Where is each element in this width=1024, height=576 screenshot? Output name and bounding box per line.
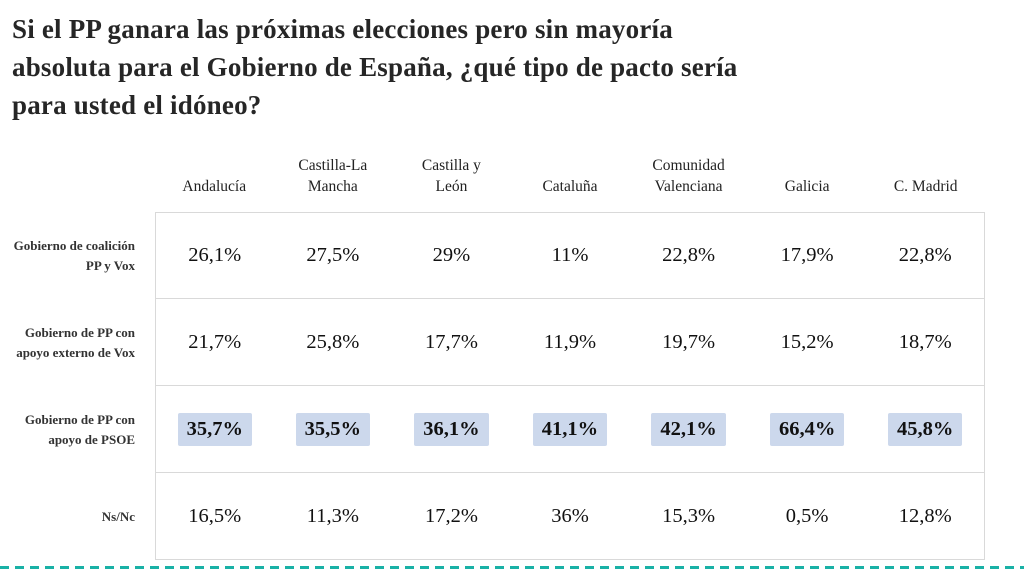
value-text: 0,5% bbox=[785, 504, 829, 527]
value-text: 17,7% bbox=[424, 330, 478, 353]
highlighted-value-text: 42,1% bbox=[651, 412, 726, 446]
value-cell: 35,7% bbox=[155, 386, 274, 473]
question-title-line-2: absoluta para el Gobierno de España, ¿qu… bbox=[12, 52, 738, 82]
value-cell: 29% bbox=[392, 212, 511, 299]
value-text: 26,1% bbox=[188, 244, 242, 266]
highlighted-value-text: 35,7% bbox=[177, 412, 252, 446]
value-text: 21,7% bbox=[188, 330, 242, 353]
value-cell: 35,5% bbox=[273, 386, 393, 473]
question-title-line-1: Si el PP ganara las próximas elecciones … bbox=[12, 14, 673, 44]
value-cell: 21,7% bbox=[155, 299, 274, 386]
value-cell: 15,2% bbox=[747, 299, 867, 386]
value-cell: 42,1% bbox=[629, 386, 748, 473]
value-cell: 41,1% bbox=[510, 386, 630, 473]
value-cell: 16,5% bbox=[155, 473, 274, 560]
value-text: 11% bbox=[551, 244, 589, 266]
value-cell: 27,5% bbox=[273, 212, 393, 299]
highlighted-value-text: 45,8% bbox=[888, 412, 963, 446]
column-header-4: Cataluña bbox=[542, 178, 598, 196]
column-header-5: Comunidad Valenciana bbox=[652, 156, 725, 196]
value-cell: 22,8% bbox=[866, 212, 985, 299]
value-text: 22,8% bbox=[662, 244, 716, 266]
value-cell: 17,2% bbox=[392, 473, 511, 560]
value-text: 11,3% bbox=[306, 504, 359, 527]
value-text: 16,5% bbox=[188, 504, 242, 527]
value-text: 18,7% bbox=[898, 330, 952, 353]
value-text: 22,8% bbox=[898, 244, 952, 266]
value-text: 12,8% bbox=[898, 504, 952, 527]
teal-dashed-divider bbox=[0, 566, 1024, 569]
column-header-7: C. Madrid bbox=[893, 178, 958, 196]
value-cell: 22,8% bbox=[629, 212, 748, 299]
value-cell: 36% bbox=[510, 473, 630, 560]
value-cell: 11,3% bbox=[273, 473, 393, 560]
value-cell: 17,9% bbox=[747, 212, 867, 299]
column-header-1: Andalucía bbox=[182, 178, 247, 196]
value-text: 29% bbox=[432, 244, 471, 266]
value-cell: 66,4% bbox=[747, 386, 867, 473]
value-cell: 18,7% bbox=[866, 299, 985, 386]
value-text: 19,7% bbox=[662, 330, 716, 353]
question-title-line-3: para usted el idóneo? bbox=[12, 90, 262, 120]
value-text: 15,3% bbox=[662, 504, 716, 527]
value-cell: 19,7% bbox=[629, 299, 748, 386]
value-cell: 15,3% bbox=[629, 473, 748, 560]
value-cell: 17,7% bbox=[392, 299, 511, 386]
value-cell: 26,1% bbox=[155, 212, 274, 299]
question-title: Si el PP ganara las próximas elecciones … bbox=[0, 0, 1024, 124]
value-cell: 25,8% bbox=[273, 299, 393, 386]
value-cell: 11% bbox=[510, 212, 630, 299]
value-text: 27,5% bbox=[306, 244, 360, 266]
column-header-6: Galicia bbox=[784, 178, 830, 196]
column-header-2: Castilla-La Mancha bbox=[298, 156, 368, 196]
results-table: Andalucía Castilla-La Mancha Castilla y Le… bbox=[10, 148, 985, 560]
column-header-3: Castilla y León bbox=[421, 156, 481, 196]
value-text: 17,2% bbox=[424, 504, 478, 527]
row-label-1: Gobierno de coalición PP y Vox bbox=[13, 238, 135, 273]
table-corner-spacer bbox=[10, 148, 155, 212]
value-text: 15,2% bbox=[780, 330, 834, 353]
value-text: 25,8% bbox=[306, 330, 360, 353]
value-text: 17,9% bbox=[780, 244, 834, 266]
value-cell: 45,8% bbox=[866, 386, 985, 473]
value-cell: 11,9% bbox=[510, 299, 630, 386]
row-label-2: Gobierno de PP con apoyo externo de Vox bbox=[16, 325, 135, 360]
value-text: 11,9% bbox=[543, 330, 597, 353]
row-label-4: Ns/Nc bbox=[101, 508, 135, 524]
highlighted-value-text: 66,4% bbox=[769, 412, 845, 446]
highlighted-value-text: 35,5% bbox=[295, 412, 371, 446]
value-cell: 12,8% bbox=[866, 473, 985, 560]
highlighted-value-text: 41,1% bbox=[532, 412, 608, 446]
highlighted-value-text: 36,1% bbox=[414, 412, 489, 446]
value-text: 36% bbox=[551, 504, 589, 527]
value-cell: 0,5% bbox=[747, 473, 867, 560]
row-label-3: Gobierno de PP con apoyo de PSOE bbox=[24, 412, 135, 447]
value-cell: 36,1% bbox=[392, 386, 511, 473]
